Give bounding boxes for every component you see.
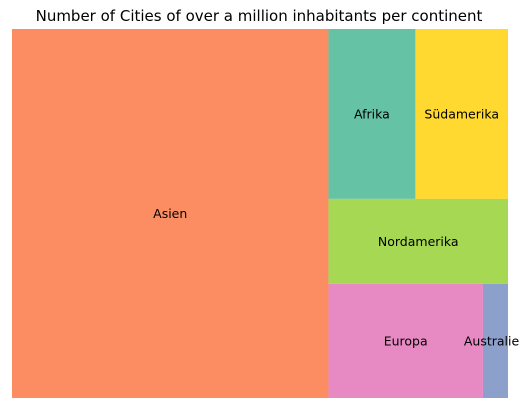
treemap-cell-asien — [12, 29, 329, 398]
treemap-label-australien: Australien — [464, 333, 519, 348]
treemap-label-europa: Europa — [384, 333, 428, 348]
treemap-cell-australien — [482, 283, 508, 398]
treemap-label-asien: Asien — [153, 206, 187, 221]
treemap-cell-europa — [328, 283, 483, 398]
treemap-cell-s-damerika — [415, 29, 508, 199]
treemap-label-s-damerika: Südamerika — [424, 106, 499, 121]
treemap-cell-afrika — [328, 29, 416, 199]
treemap-cell-nordamerika — [328, 198, 508, 284]
treemap-label-afrika: Afrika — [354, 106, 390, 121]
treemap-cells: Asien Afrika Südamerika Nordamerika Europa Au… — [12, 29, 519, 398]
treemap-label-nordamerika: Nordamerika — [378, 234, 459, 249]
chart-title: Number of Cities of over a million inhab… — [36, 7, 483, 25]
